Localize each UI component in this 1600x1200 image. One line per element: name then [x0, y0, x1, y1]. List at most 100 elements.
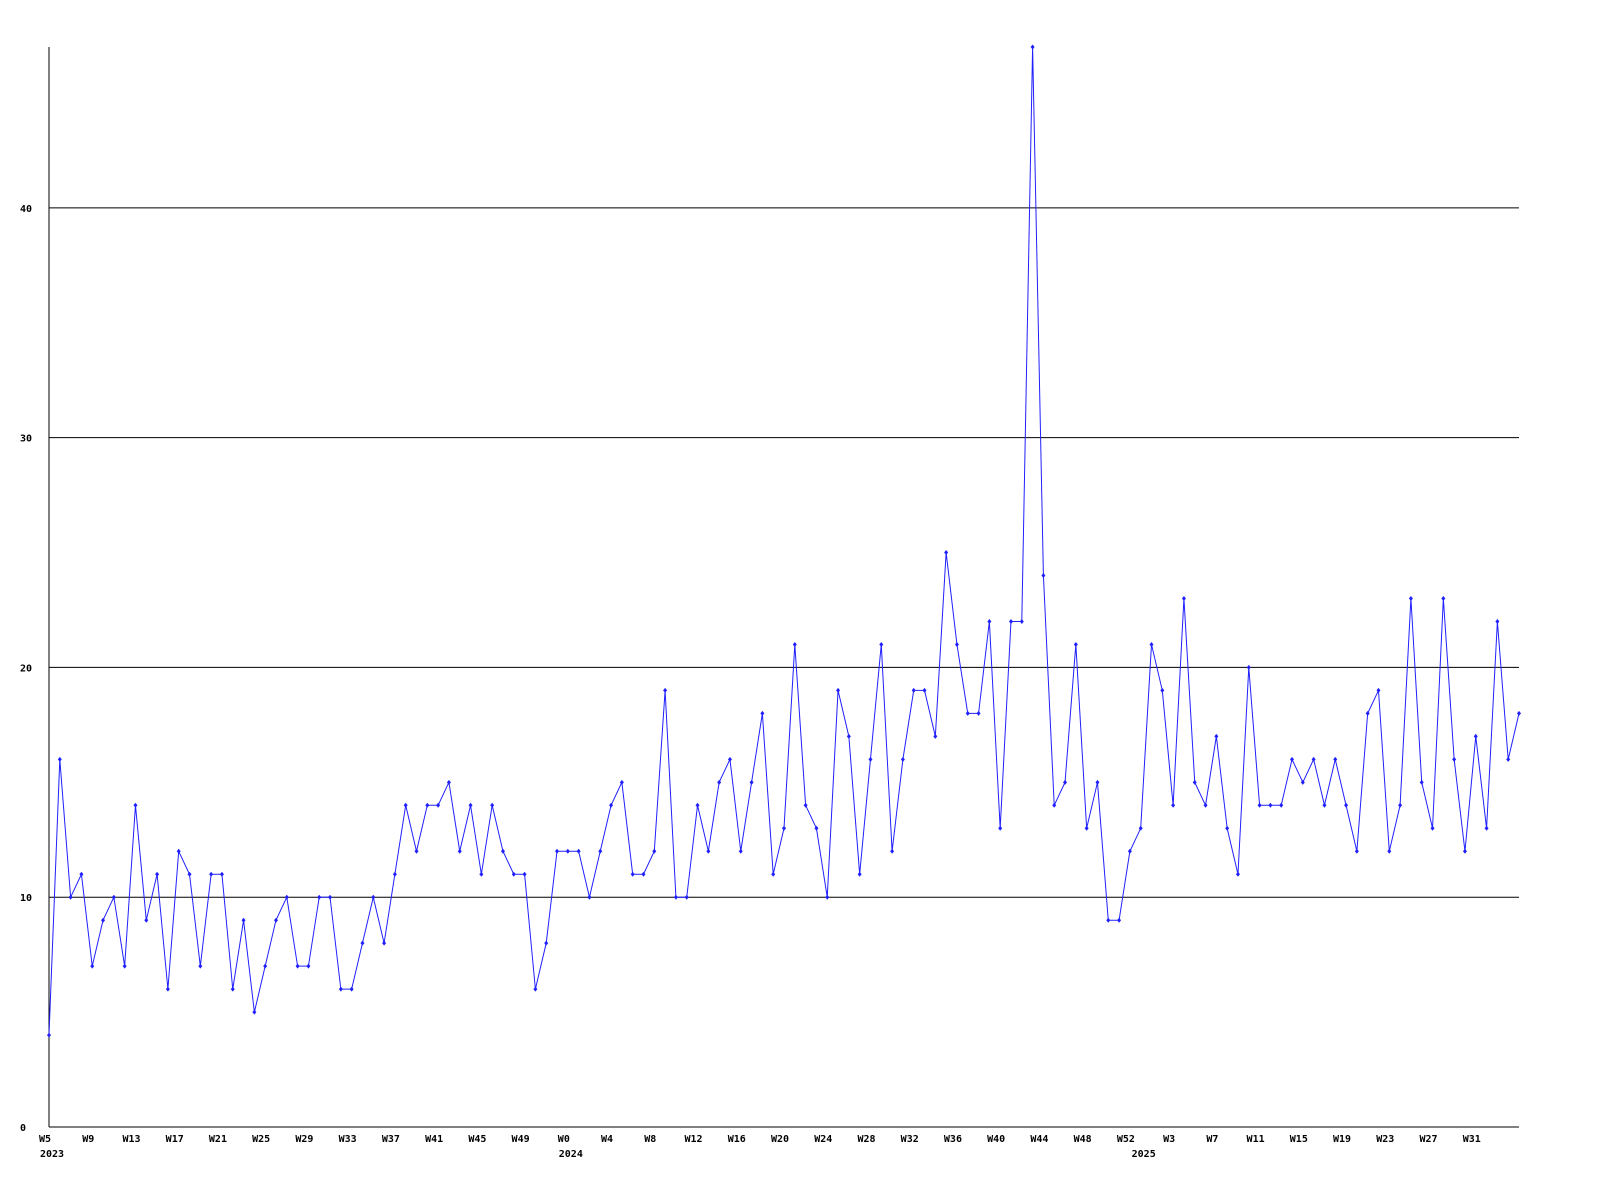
point-marker [414, 848, 419, 854]
x-tick-label: W4 [601, 1134, 613, 1145]
y-tick-label: 40 [20, 204, 32, 215]
point-marker [1408, 595, 1413, 601]
point-marker [1268, 802, 1273, 808]
point-marker [1398, 802, 1403, 808]
point-marker [846, 733, 851, 739]
point-marker [565, 848, 570, 854]
point-marker [90, 963, 95, 969]
x-tick-label: W32 [901, 1134, 919, 1145]
point-marker [47, 1032, 51, 1038]
point-marker [998, 825, 1003, 831]
point-marker [349, 986, 354, 992]
point-marker [1084, 825, 1089, 831]
point-marker [295, 963, 300, 969]
point-marker [446, 779, 451, 785]
point-marker [273, 917, 278, 923]
point-marker [879, 641, 884, 647]
point-marker [922, 687, 927, 693]
x-tick-label: W49 [512, 1134, 530, 1145]
point-marker [1354, 848, 1359, 854]
point-marker [641, 871, 646, 877]
point-marker [382, 940, 387, 946]
x-tick-label: W20 [771, 1134, 789, 1145]
point-marker [425, 802, 430, 808]
point-marker [555, 848, 560, 854]
point-marker [976, 710, 981, 716]
point-marker [987, 618, 992, 624]
point-marker [155, 871, 160, 877]
point-marker [187, 871, 192, 877]
point-marker [57, 756, 62, 762]
point-marker [911, 687, 916, 693]
point-marker [1246, 664, 1251, 670]
point-marker [165, 986, 170, 992]
x-tick-label: W23 [1376, 1134, 1394, 1145]
point-marker [490, 802, 495, 808]
point-marker [760, 710, 765, 716]
point-marker [522, 871, 527, 877]
point-marker [1225, 825, 1230, 831]
x-tick-label: W0 [558, 1134, 570, 1145]
point-marker [890, 848, 895, 854]
y-tick-label: 10 [20, 893, 32, 904]
point-marker [1484, 825, 1489, 831]
point-marker [544, 940, 549, 946]
point-marker [468, 802, 473, 808]
x-tick-label: W33 [339, 1134, 357, 1145]
point-marker [176, 848, 181, 854]
y-tick-label: 20 [20, 663, 32, 674]
point-marker [1117, 917, 1122, 923]
point-marker [1041, 573, 1046, 579]
year-label: 2023 [40, 1149, 64, 1160]
point-marker [792, 641, 797, 647]
point-marker [1441, 595, 1446, 601]
x-tick-label: W52 [1117, 1134, 1135, 1145]
point-marker [328, 894, 333, 900]
point-marker [782, 825, 786, 831]
point-marker [436, 802, 441, 808]
point-marker [836, 687, 841, 693]
point-marker [111, 894, 116, 900]
point-marker [706, 848, 711, 854]
point-marker [317, 894, 322, 900]
x-tick-label: W24 [814, 1134, 832, 1145]
point-marker [209, 871, 214, 877]
point-marker [479, 871, 484, 877]
point-marker [263, 963, 268, 969]
x-tick-label: W48 [1074, 1134, 1092, 1145]
point-marker [900, 756, 905, 762]
point-marker [609, 802, 614, 808]
point-marker [1235, 871, 1240, 877]
point-marker [1149, 641, 1154, 647]
point-marker [933, 733, 938, 739]
x-tick-label: W41 [425, 1134, 443, 1145]
point-marker [392, 871, 397, 877]
point-marker [630, 871, 635, 877]
point-marker [587, 894, 592, 900]
x-tick-label: W40 [987, 1134, 1005, 1145]
series-line [48, 46, 1520, 1036]
point-marker [252, 1009, 257, 1015]
point-marker [1181, 595, 1186, 601]
point-marker [954, 641, 959, 647]
point-marker [1430, 825, 1435, 831]
point-marker [68, 894, 73, 900]
point-marker [1171, 802, 1176, 808]
point-marker [284, 894, 289, 900]
point-marker [122, 963, 127, 969]
point-marker [511, 871, 516, 877]
x-tick-label: W9 [82, 1134, 94, 1145]
point-marker [727, 756, 732, 762]
x-tick-label: W27 [1419, 1134, 1437, 1145]
point-marker [371, 894, 376, 900]
x-tick-label: W29 [295, 1134, 313, 1145]
x-tick-label: W13 [122, 1134, 140, 1145]
x-tick-label: W8 [644, 1134, 656, 1145]
point-marker [1419, 779, 1424, 785]
x-tick-label: W25 [252, 1134, 270, 1145]
point-marker [684, 894, 689, 900]
point-marker [771, 871, 776, 877]
point-marker [1052, 802, 1057, 808]
